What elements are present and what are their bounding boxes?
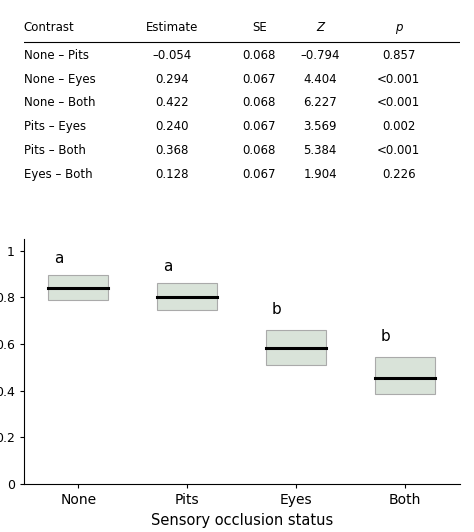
Text: Eyes – Both: Eyes – Both [24,168,92,181]
Text: 0.068: 0.068 [243,96,276,110]
Text: None – Both: None – Both [24,96,95,110]
Text: Z: Z [316,21,324,34]
Text: None – Eyes: None – Eyes [24,73,95,86]
Text: a: a [163,259,172,274]
FancyBboxPatch shape [157,284,217,310]
Text: 0.128: 0.128 [155,168,189,181]
Text: a: a [54,251,63,266]
Text: 0.068: 0.068 [243,49,276,62]
Text: 0.294: 0.294 [155,73,189,86]
Text: p: p [395,21,402,34]
Text: 1.904: 1.904 [303,168,337,181]
Text: b: b [381,329,391,344]
Text: –0.054: –0.054 [152,49,191,62]
Text: 0.857: 0.857 [382,49,415,62]
Text: 0.002: 0.002 [382,120,415,133]
Text: 0.067: 0.067 [242,168,276,181]
Text: SE: SE [252,21,266,34]
Text: Contrast: Contrast [24,21,74,34]
Text: Pits – Both: Pits – Both [24,144,86,157]
Text: 5.384: 5.384 [303,144,337,157]
Text: 3.569: 3.569 [303,120,337,133]
Text: None – Pits: None – Pits [24,49,89,62]
Text: <0.001: <0.001 [377,96,420,110]
FancyBboxPatch shape [48,275,108,300]
Text: 6.227: 6.227 [303,96,337,110]
Text: Pits – Eyes: Pits – Eyes [24,120,86,133]
Text: –0.794: –0.794 [301,49,340,62]
FancyBboxPatch shape [375,357,435,394]
Text: 0.422: 0.422 [155,96,189,110]
Text: 0.368: 0.368 [155,144,189,157]
Text: 0.226: 0.226 [382,168,416,181]
Text: 0.067: 0.067 [242,73,276,86]
Text: 0.068: 0.068 [243,144,276,157]
Text: 4.404: 4.404 [303,73,337,86]
X-axis label: Sensory occlusion status: Sensory occlusion status [151,513,333,528]
Text: 0.240: 0.240 [155,120,189,133]
Text: 0.067: 0.067 [242,120,276,133]
Text: <0.001: <0.001 [377,73,420,86]
Text: <0.001: <0.001 [377,144,420,157]
Text: b: b [272,302,282,317]
Text: Estimate: Estimate [146,21,198,34]
FancyBboxPatch shape [266,330,326,365]
